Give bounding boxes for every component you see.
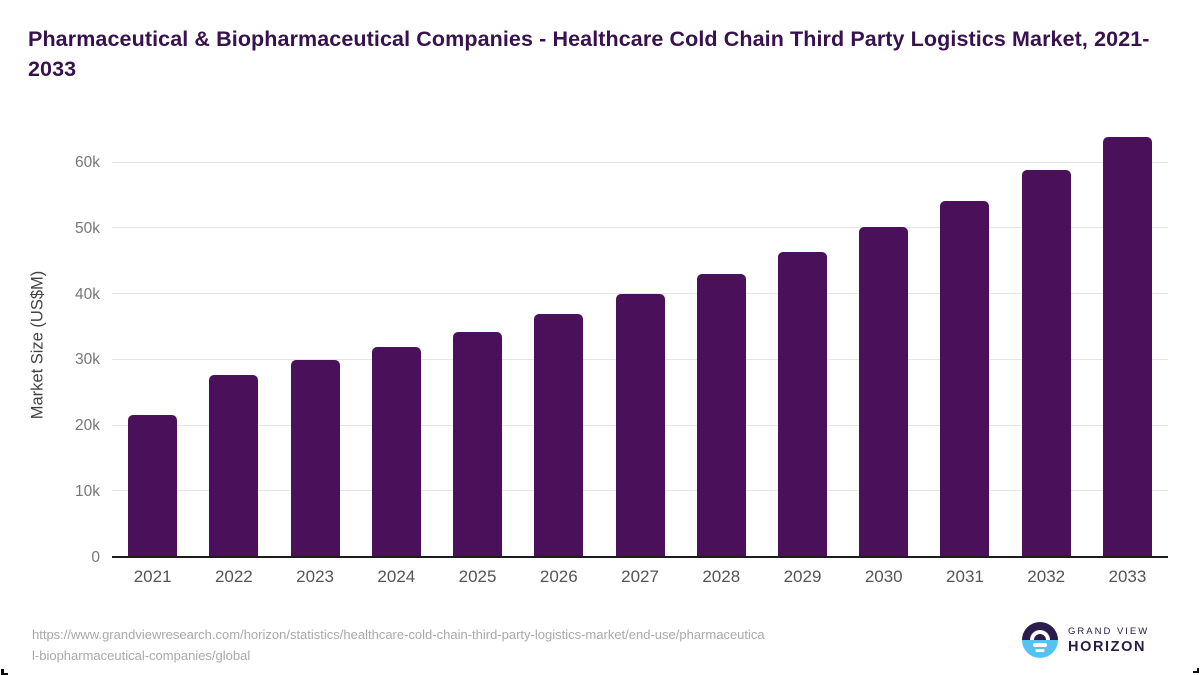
x-tick-label: 2021 (133, 567, 172, 586)
y-tick-label: 60k (75, 153, 100, 171)
y-tick-label: 20k (75, 416, 100, 434)
corner-artifact (1, 669, 8, 675)
reflection-line (1033, 643, 1047, 647)
source-url-line: l-biopharmaceutical-companies/global (32, 648, 251, 663)
bars (112, 133, 1168, 557)
gridline (112, 293, 1168, 295)
bar-band (437, 133, 518, 557)
x-tick-label: 2027 (621, 567, 659, 586)
bar-2028[interactable] (696, 274, 746, 557)
y-tick-label: 10k (75, 482, 100, 500)
x-axis-line (112, 556, 1168, 558)
plot-area (112, 133, 1168, 557)
bar-band (1006, 133, 1087, 557)
bar-2026[interactable] (534, 313, 584, 557)
reflection-line (1035, 649, 1045, 652)
source-url-line: https://www.grandviewresearch.com/horizo… (32, 627, 765, 642)
x-tick-label: 2030 (864, 567, 903, 586)
bar-band (681, 133, 762, 557)
bar-2031[interactable] (940, 200, 990, 557)
gridline (112, 161, 1168, 163)
x-tick-label: 2031 (946, 567, 984, 586)
sun-arch-icon (1030, 630, 1050, 640)
y-tick-label: 40k (75, 285, 100, 303)
bar-2027[interactable] (615, 294, 665, 557)
bar-band (356, 133, 437, 557)
grand-view-horizon-logo: GRAND VIEW HORIZON (1022, 622, 1149, 658)
logo-product-name: HORIZON (1068, 638, 1147, 655)
y-tick-label: 0 (91, 548, 100, 566)
bar-2022[interactable] (209, 374, 259, 557)
logo-text: GRAND VIEW HORIZON (1068, 626, 1149, 655)
bar-band (274, 133, 355, 557)
bar-2033[interactable] (1102, 136, 1152, 557)
y-axis-ticks: 0 10k 20k 30k 40k 50k 60k (0, 133, 100, 564)
bar-band (518, 133, 599, 557)
corner-artifact (1193, 668, 1199, 673)
bar-band (112, 133, 193, 557)
logo-brand-name: GRAND VIEW (1068, 625, 1150, 637)
gridline (112, 227, 1168, 229)
bar-band (762, 133, 843, 557)
bar-2030[interactable] (859, 227, 909, 557)
chart-title: Pharmaceutical & Biopharmaceutical Compa… (28, 27, 1150, 81)
sunrise-horizon-icon (1022, 622, 1058, 658)
bar-2029[interactable] (777, 251, 827, 557)
x-tick-label: 2029 (783, 567, 822, 586)
x-tick-label: 2028 (702, 567, 741, 586)
x-tick-label: 2026 (539, 567, 578, 586)
bar-band (599, 133, 680, 557)
y-tick-label: 30k (75, 351, 100, 369)
bar-2023[interactable] (290, 359, 340, 557)
x-tick-label: 2024 (377, 567, 416, 586)
bar-2032[interactable] (1021, 170, 1071, 557)
y-tick-label: 50k (75, 219, 100, 237)
bar-2024[interactable] (371, 346, 421, 557)
bar-band (924, 133, 1005, 557)
bar-band (193, 133, 274, 557)
x-axis-labels: 2021 2022 2023 2024 2025 2026 2027 2028 2029 2030… (112, 567, 1168, 587)
x-tick-label: 2022 (214, 567, 253, 586)
x-tick-label: 2025 (458, 567, 497, 586)
x-tick-label: 2023 (296, 567, 334, 586)
bar-band (1087, 133, 1168, 557)
bar-2025[interactable] (453, 331, 503, 557)
bar-band (843, 133, 924, 557)
x-tick-label: 2033 (1108, 567, 1147, 586)
x-tick-label: 2032 (1027, 567, 1066, 586)
source-url: https://www.grandviewresearch.com/horizo… (32, 624, 972, 666)
bar-2021[interactable] (128, 415, 178, 557)
